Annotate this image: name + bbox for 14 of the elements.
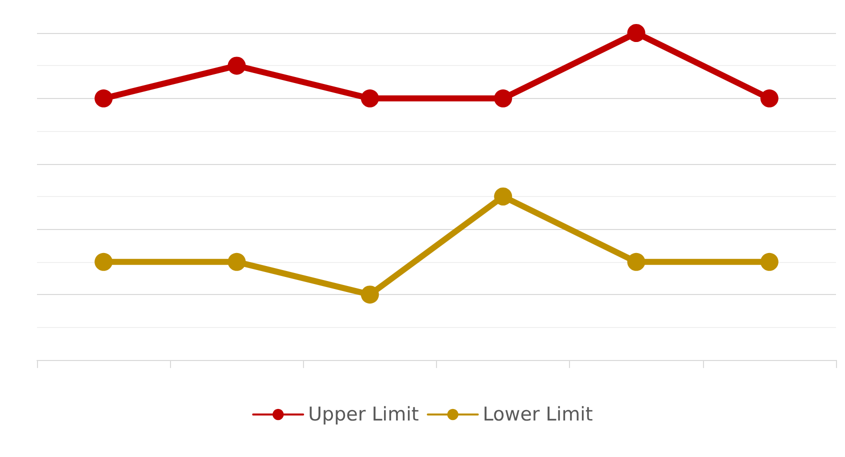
point <box>228 252 246 271</box>
point <box>94 89 113 108</box>
legend-label: Lower Limit <box>482 404 593 426</box>
point <box>94 252 113 271</box>
point <box>627 24 646 42</box>
point <box>228 56 246 75</box>
point <box>760 252 778 271</box>
legend-label: Upper Limit <box>308 404 419 426</box>
point <box>760 89 778 108</box>
point <box>494 89 512 108</box>
point <box>360 89 379 108</box>
point <box>627 252 646 271</box>
point <box>360 286 379 304</box>
point <box>494 188 512 206</box>
